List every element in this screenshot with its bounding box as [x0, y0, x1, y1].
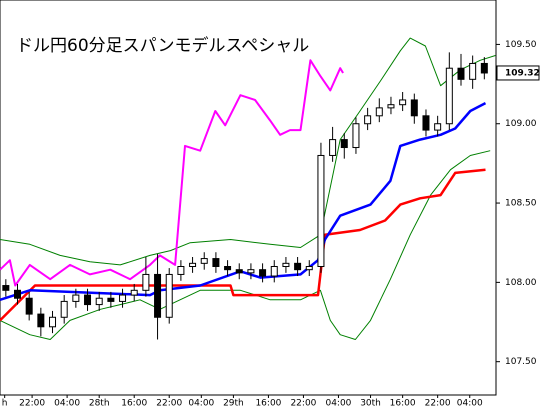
candle-body	[107, 297, 115, 302]
candle-body	[317, 154, 325, 268]
x-tick-label: 04:00	[188, 399, 214, 408]
candle-body	[422, 115, 430, 131]
candle-body	[177, 266, 185, 275]
candle-body	[457, 67, 465, 80]
candle-body	[387, 104, 395, 109]
candle-body	[480, 62, 488, 74]
candle-body	[469, 62, 477, 80]
candle-body	[282, 262, 290, 268]
candle-body	[72, 294, 80, 302]
y-tick-label: 108.00	[505, 278, 537, 288]
candle-body	[130, 289, 138, 296]
candle-body	[270, 266, 278, 277]
x-tick-label: 22:00	[156, 399, 182, 408]
candle-body	[189, 262, 197, 268]
x-tick-label: 16:00	[255, 399, 281, 408]
candle-body	[259, 269, 267, 277]
candle-body	[247, 269, 255, 274]
candle-body	[364, 115, 372, 125]
line-series	[0, 37, 496, 266]
candle-body	[352, 123, 360, 149]
candle-body	[95, 297, 103, 306]
candle-body	[84, 294, 92, 306]
candle-body	[410, 99, 418, 117]
last-price-box	[496, 65, 540, 81]
candle-body	[200, 258, 208, 264]
candle-body	[340, 139, 348, 149]
candle-body	[224, 266, 232, 271]
line-series	[0, 59, 344, 287]
x-tick-label: 29th	[223, 399, 244, 408]
candle-body	[305, 266, 313, 271]
candle-body	[434, 123, 442, 131]
last-price-label: 109.32	[505, 68, 540, 78]
x-tick-label: 16:00	[390, 399, 416, 408]
candle-body	[235, 269, 243, 274]
candle-body	[294, 262, 302, 271]
candle-body	[142, 273, 150, 291]
chart-title: ドル円60分足スパンモデルスペシャル	[16, 35, 309, 56]
y-tick-label: 108.50	[505, 199, 537, 209]
candle-body	[165, 273, 173, 318]
y-tick-label: 107.50	[505, 357, 537, 367]
x-tick-label: 04:00	[325, 399, 351, 408]
plot-area	[0, 0, 497, 396]
candle-body	[375, 107, 383, 117]
candle-body	[14, 289, 22, 299]
y-tick-label: 109.00	[505, 119, 537, 129]
x-tick-label: 28th	[89, 399, 110, 408]
x-tick-label: 04:00	[54, 399, 80, 408]
candle-body	[37, 313, 45, 328]
x-tick-label: 22:00	[425, 399, 451, 408]
candle-body	[212, 258, 220, 268]
candle-body	[49, 316, 57, 328]
line-series	[0, 150, 491, 340]
candle-body	[25, 297, 33, 315]
x-tick-label: h	[2, 399, 8, 408]
candle-body	[154, 273, 162, 318]
x-tick-label: 22:00	[290, 399, 316, 408]
x-tick-label: 16:00	[121, 399, 147, 408]
x-tick-label: 04:00	[457, 399, 483, 408]
candle-body	[329, 139, 337, 156]
y-tick-label: 109.50	[505, 40, 537, 50]
candle-body	[2, 285, 10, 291]
x-tick-label: 22:00	[19, 399, 45, 408]
x-tick-label: 30th	[360, 399, 381, 408]
candle-body	[399, 99, 407, 106]
candle-body	[119, 294, 127, 302]
candle-body	[60, 300, 68, 318]
line-series	[0, 168, 486, 322]
candle-body	[445, 67, 453, 125]
